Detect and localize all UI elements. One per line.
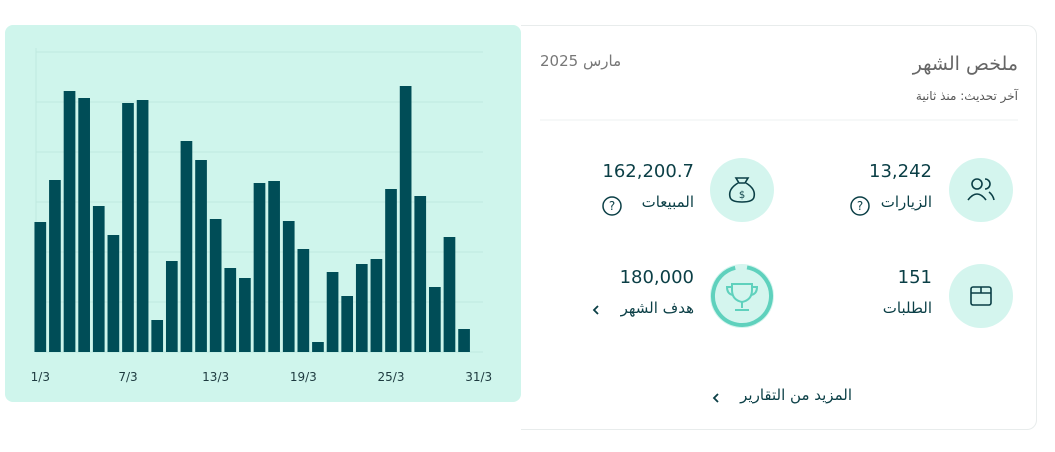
stat-value: 151 [897,267,932,288]
bar [355,264,368,352]
bar [399,86,412,352]
x-tick-label: 13/3 [202,370,229,384]
x-tick-label: 31/3 [465,370,492,384]
stat-label: الطلبات [882,299,932,317]
bar [224,268,237,352]
x-tick-label: 7/3 [118,370,137,384]
bar [122,103,134,352]
bar [443,237,456,352]
bar [165,261,178,352]
x-tick-label: 1/3 [31,370,50,384]
bar [78,98,90,352]
bar [370,259,383,352]
stat-value: 180,000 [619,267,694,288]
stat-label: المبيعات [641,193,694,211]
bar [297,249,310,352]
period: مارس 2025 [540,52,622,70]
stat-label: الزيارات [880,193,932,211]
goal-link[interactable]: هدف الشهر [620,299,694,317]
bar [326,272,339,352]
bar [92,206,105,352]
bar [414,196,427,352]
x-tick-label: 19/3 [290,370,317,384]
bar [209,219,222,352]
bar [34,222,47,352]
bar [180,141,193,352]
bar [458,329,470,352]
bar [151,320,164,352]
bar [282,221,295,352]
bar [429,287,441,352]
bar [385,189,397,352]
x-tick-label: 25/3 [378,370,405,384]
bar [239,278,251,352]
card-title: ملخص الشهر [912,53,1018,75]
bar [312,342,324,352]
last-updated: آخر تحديث: منذ ثانية [915,89,1018,103]
bar [341,296,354,352]
bar [107,235,120,352]
summary-card [521,25,1037,430]
more-reports-link[interactable]: المزيد من التقارير [740,386,852,404]
bar [63,91,76,352]
bar [195,160,207,352]
bar [136,100,149,352]
stat-value: 162,200.7 [602,161,694,182]
bar [268,181,280,352]
bar [49,180,61,352]
stat-value: 13,242 [869,161,932,182]
bar [253,183,266,352]
